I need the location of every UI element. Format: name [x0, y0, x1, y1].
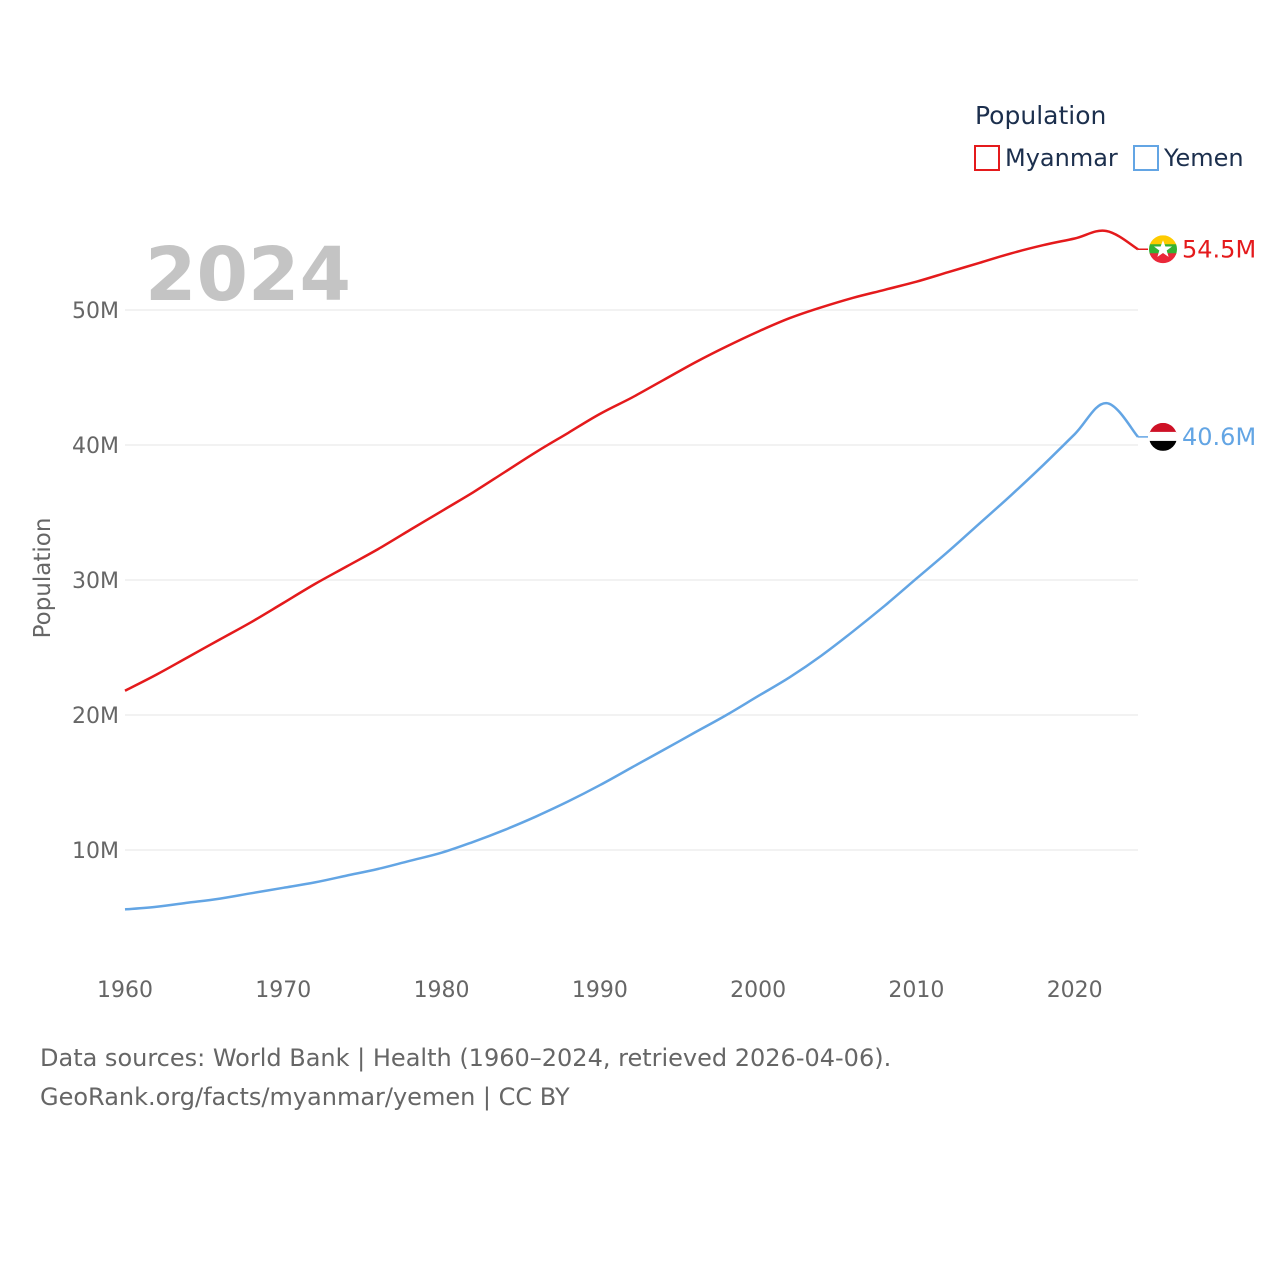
- legend: Population Myanmar Yemen: [974, 101, 1244, 172]
- legend-item-yemen[interactable]: Yemen: [1133, 144, 1244, 172]
- x-tick-label: 1980: [414, 978, 470, 1003]
- x-axis-ticks: 1960 1970 1980 1990 2000 2010 2020: [97, 978, 1103, 1003]
- population-line-chart: 10M 20M 30M 40M 50M 1960 1970 1980 1990 2000 2010…: [30, 101, 1256, 1003]
- x-tick-label: 2000: [730, 978, 786, 1003]
- legend-swatch-yemen: [1133, 145, 1159, 171]
- yemen-series-line[interactable]: [124, 401, 1139, 911]
- yemen-end-label: 40.6M: [1182, 423, 1256, 451]
- legend-label-yemen: Yemen: [1163, 144, 1244, 172]
- x-tick-label: 1970: [255, 978, 311, 1003]
- gridlines: [125, 309, 1138, 851]
- myanmar-flag-icon: [1149, 235, 1177, 264]
- legend-swatch-myanmar: [974, 145, 1000, 171]
- legend-label-myanmar: Myanmar: [1005, 144, 1118, 172]
- legend-item-myanmar[interactable]: Myanmar: [974, 144, 1118, 172]
- x-tick-label: 2010: [888, 978, 944, 1003]
- myanmar-end-label: 54.5M: [1182, 235, 1256, 263]
- y-axis-ticks: 10M 20M 30M 40M 50M: [72, 299, 119, 864]
- y-tick-label: 40M: [72, 434, 119, 459]
- x-tick-label: 1990: [572, 978, 628, 1003]
- y-tick-label: 20M: [72, 704, 119, 729]
- year-label: 2024: [145, 232, 351, 318]
- y-tick-label: 10M: [72, 839, 119, 864]
- x-tick-label: 2020: [1047, 978, 1103, 1003]
- y-tick-label: 50M: [72, 299, 119, 324]
- y-axis-title: Population: [30, 518, 56, 639]
- yemen-flag-icon: [1149, 422, 1177, 451]
- series-lines: [124, 229, 1148, 911]
- footer-attribution[interactable]: GeoRank.org/facts/myanmar/yemen | CC BY: [40, 1083, 570, 1111]
- legend-title: Population: [975, 101, 1106, 130]
- y-tick-label: 30M: [72, 569, 119, 594]
- footer-sources: Data sources: World Bank | Health (1960–…: [40, 1044, 892, 1072]
- x-tick-label: 1960: [97, 978, 153, 1003]
- myanmar-series-line[interactable]: [124, 229, 1139, 692]
